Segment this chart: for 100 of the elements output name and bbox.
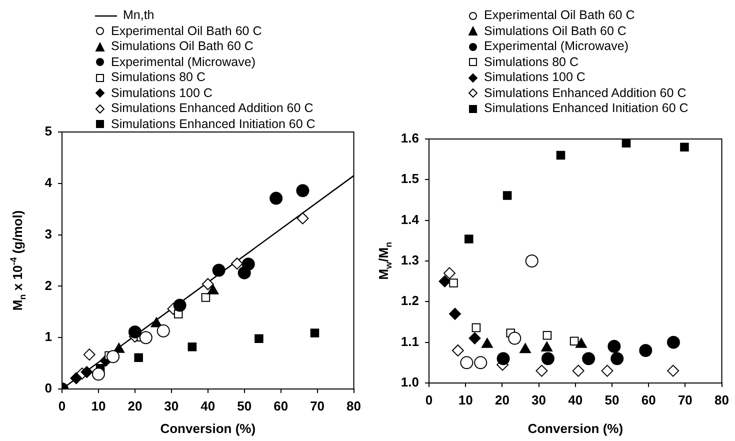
point [468, 332, 481, 344]
point [202, 278, 214, 290]
point [667, 364, 680, 377]
point [188, 342, 197, 352]
y-tick-label: 1.6 [400, 130, 419, 146]
x-tick-label: 80 [346, 398, 362, 414]
point [70, 372, 82, 384]
point [666, 336, 680, 349]
y-tick-label: 1.0 [400, 374, 419, 390]
x-tick-label: 30 [164, 398, 179, 414]
point [541, 352, 554, 366]
legend-label: Mn,th [123, 8, 154, 24]
legend-label: Simulations Enhanced Addition 60 C [111, 101, 314, 116]
legend-label: Simulations 100 C [111, 86, 212, 101]
point [520, 343, 531, 354]
legend-label: Simulations Enhanced Initiation 60 C [484, 101, 688, 116]
x-tick-label: 40 [200, 398, 216, 414]
point [448, 308, 461, 320]
point [296, 184, 310, 198]
y-tick-label: 3 [44, 226, 52, 242]
point [464, 234, 474, 244]
y-tick-label: 1.4 [400, 212, 420, 227]
point [460, 356, 474, 370]
point [83, 348, 96, 361]
point [556, 150, 566, 160]
x-tick-label: 20 [128, 398, 142, 414]
legend-label: Experimental Oil Bath 60 C [111, 24, 262, 39]
point [525, 254, 538, 268]
x-tick-label: 10 [91, 398, 106, 414]
x-tick-label: 50 [237, 398, 252, 414]
point [570, 336, 579, 346]
point [502, 191, 512, 200]
point [212, 264, 226, 277]
point [582, 352, 596, 366]
point [536, 364, 548, 377]
point [242, 258, 255, 271]
point [601, 364, 614, 377]
point [254, 334, 264, 344]
legend-label: Simulations 80 C [111, 70, 206, 86]
point [452, 344, 464, 356]
y-tick-label: 1 [44, 329, 52, 344]
x-tick-label: 60 [641, 392, 656, 408]
legend-label: Simulations 100 C [484, 70, 586, 86]
y-tick-label: 1.1 [400, 334, 419, 349]
point [622, 139, 631, 148]
x-tick-label: 70 [678, 392, 692, 408]
point [270, 192, 283, 205]
point [608, 340, 621, 353]
legend-label: Experimental (Microwave) [484, 39, 628, 54]
point [610, 352, 624, 366]
x-tick-label: 30 [532, 392, 546, 408]
point [680, 142, 689, 152]
point [541, 342, 553, 352]
x-tick-label: 40 [568, 392, 583, 408]
point [128, 325, 142, 338]
legend-label: Experimental (Microwave) [111, 54, 256, 70]
x-tick-label: 0 [425, 392, 433, 408]
x-axis-title: Conversion (%) [160, 420, 256, 436]
y-tick-label: 1.5 [400, 171, 419, 186]
point [201, 293, 210, 302]
point [639, 344, 652, 357]
point [150, 317, 162, 328]
point [106, 350, 120, 364]
legend-label: Simulations Oil Bath 60 C [484, 24, 626, 39]
legend-label: Simulations Oil Bath 60 C [111, 39, 254, 54]
point [231, 258, 244, 270]
legend-label: Experimental Oil Bath 60 C [484, 8, 635, 24]
y-tick-label: 1.2 [400, 293, 419, 308]
point [80, 366, 93, 378]
point [508, 332, 522, 345]
legend-label: Simulations 80 C [484, 54, 578, 70]
x-tick-label: 50 [604, 392, 620, 408]
point [472, 323, 481, 332]
x-tick-label: 80 [714, 392, 730, 408]
point [156, 324, 170, 338]
legend-label: Simulations Enhanced Initiation 60 C [111, 116, 316, 132]
x-tick-label: 20 [494, 392, 510, 408]
y-tick-label: 2 [44, 278, 52, 293]
point [449, 278, 458, 288]
x-axis-title: Conversion (%) [528, 420, 624, 436]
y-tick-label: 1.3 [400, 252, 419, 268]
y-tick-label: 4 [44, 174, 53, 190]
point [296, 212, 309, 224]
point [92, 368, 105, 381]
y-tick-label: 5 [44, 124, 52, 139]
x-tick-label: 60 [274, 398, 288, 414]
point [572, 364, 584, 377]
point [443, 267, 456, 280]
legend-label: Simulations Enhanced Addition 60 C [484, 86, 686, 101]
point [438, 275, 451, 288]
y-tick-label: 0 [44, 380, 52, 396]
point [139, 331, 152, 344]
point [134, 353, 143, 362]
point [173, 298, 186, 312]
x-tick-label: 0 [58, 398, 66, 414]
x-tick-label: 10 [458, 392, 473, 408]
point [310, 328, 320, 338]
point [496, 352, 510, 366]
x-tick-label: 70 [310, 398, 325, 414]
point [542, 331, 552, 340]
